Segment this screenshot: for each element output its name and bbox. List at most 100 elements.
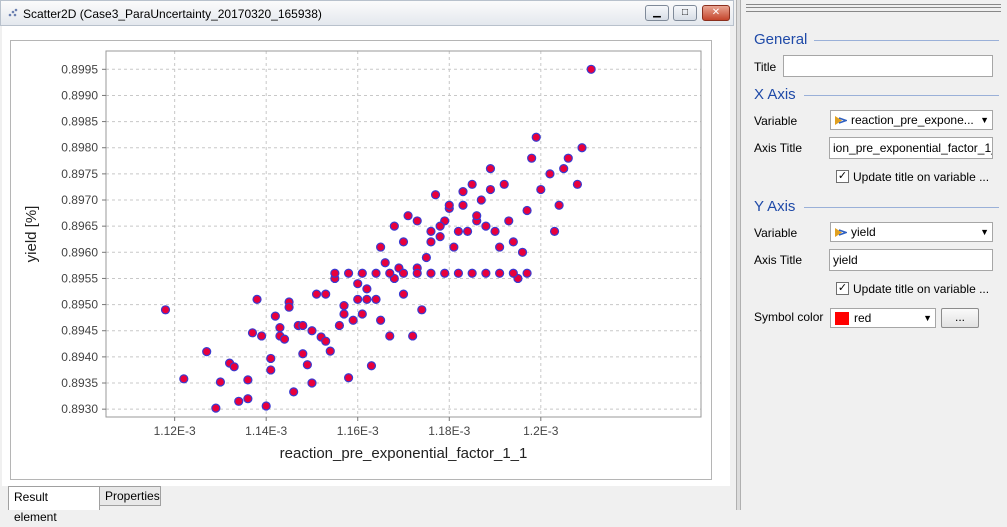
scatter-point <box>266 365 276 375</box>
scatter-point <box>467 179 477 189</box>
section-x-axis-heading: X Axis <box>754 86 796 103</box>
x-tick-label: 1.12E-3 <box>154 424 196 438</box>
x-update-title-checkbox[interactable]: ✓ <box>836 170 849 183</box>
x-tick-label: 1.16E-3 <box>337 424 379 438</box>
scatter-point <box>330 268 340 278</box>
scatter-point <box>380 258 390 268</box>
scatter-point <box>339 309 349 319</box>
window-titlebar[interactable]: Scatter2D (Case3_ParaUncertainty_2017032… <box>0 0 734 26</box>
minimize-button[interactable]: ▁ <box>645 5 669 21</box>
color-picker-button[interactable]: ... <box>941 308 979 328</box>
y-axis-title-input[interactable]: yield <box>829 249 993 271</box>
scatter-point <box>462 226 473 236</box>
scatter-point <box>311 289 322 299</box>
scatter-point <box>279 334 290 344</box>
x-tick-label: 1.18E-3 <box>428 424 470 438</box>
section-divider <box>814 40 999 41</box>
scatter-point <box>307 326 317 336</box>
scatter-point <box>321 336 331 346</box>
scatter-point <box>398 237 409 247</box>
y-update-title-label: Update title on variable ... <box>853 282 990 296</box>
chart-content-area: 0.8930 0.8935 0.8940 0.8945 0.8950 0.8955 0.89… <box>2 26 730 486</box>
scatter-point <box>343 268 354 278</box>
scatter-point <box>517 247 528 257</box>
close-button[interactable]: ✕ <box>702 5 730 21</box>
scatter-point <box>403 211 413 221</box>
y-tick-label: 0.8985 <box>61 115 98 129</box>
scatter-point <box>458 187 468 197</box>
scatter-point <box>357 309 367 319</box>
scatter-point <box>362 294 372 304</box>
scatter-point <box>366 361 377 371</box>
scatter-point <box>522 205 532 216</box>
chevron-down-icon: ▼ <box>980 115 989 125</box>
x-variable-label: Variable <box>754 114 798 128</box>
scatter-point <box>247 328 258 338</box>
section-divider <box>804 95 999 96</box>
scatter-point <box>270 311 280 321</box>
scatter-point <box>376 242 386 252</box>
y-tick-label: 0.8950 <box>61 298 98 312</box>
scatter-point <box>508 268 518 278</box>
scatter-point <box>508 237 518 247</box>
scatter-point <box>476 195 486 205</box>
scatter-point <box>302 360 312 370</box>
scatter-point <box>289 387 299 397</box>
x-tick-label: 1.14E-3 <box>245 424 287 438</box>
scatter-point <box>449 242 459 252</box>
y-axis-title-label: Axis Title <box>754 253 803 267</box>
x-axis-title-label: Axis Title <box>754 141 803 155</box>
scatter-point <box>472 211 482 221</box>
scatter-point <box>481 268 491 278</box>
y-tick-label: 0.8945 <box>61 324 98 338</box>
y-tick-label: 0.8980 <box>61 141 98 155</box>
scatter-point <box>353 279 363 289</box>
scatter-point <box>261 401 271 411</box>
scatter-point <box>522 268 532 278</box>
scatter-point <box>559 164 569 174</box>
scatter-point <box>385 268 395 278</box>
properties-panel: General Title X Axis Variable reaction_p… <box>742 0 1007 510</box>
scatter-point <box>430 190 441 200</box>
scatter-point <box>435 232 445 242</box>
scatter-point <box>453 268 464 278</box>
section-y-axis-heading: Y Axis <box>754 198 796 215</box>
maximize-button[interactable]: □ <box>673 5 697 21</box>
y-tick-label: 0.8930 <box>61 402 98 416</box>
scatter-point <box>389 221 399 231</box>
color-swatch <box>835 312 849 325</box>
scatter-point <box>444 200 454 210</box>
scatter-chart[interactable]: 0.8930 0.8935 0.8940 0.8945 0.8950 0.8955 0.89… <box>11 41 711 479</box>
scatter-point <box>385 331 395 341</box>
y-variable-select[interactable]: yield ▼ <box>830 222 993 242</box>
tab-result-element[interactable]: Result element <box>8 486 100 524</box>
scatter-point <box>398 268 409 278</box>
scatter-point <box>485 184 496 195</box>
scatter-point <box>343 373 354 383</box>
y-update-title-checkbox[interactable]: ✓ <box>836 282 849 295</box>
tab-properties[interactable]: Properties <box>99 486 161 506</box>
panel-grip-handle[interactable] <box>746 4 1001 12</box>
panel-splitter[interactable] <box>736 0 741 510</box>
scatter-point <box>421 252 431 263</box>
y-tick-label: 0.8995 <box>61 62 98 76</box>
y-variable-label: Variable <box>754 226 798 240</box>
scatter-point <box>495 268 505 278</box>
y-tick-label: 0.8955 <box>61 271 98 285</box>
scatter-point <box>435 221 445 231</box>
scatter-point <box>284 302 294 312</box>
scatter-point <box>371 294 381 304</box>
scatter-point <box>426 268 436 278</box>
scatter-point <box>412 216 422 226</box>
chart-title-input[interactable] <box>783 55 993 77</box>
scatter-point <box>490 226 500 236</box>
x-variable-select[interactable]: reaction_pre_expone... ▼ <box>830 110 993 130</box>
scatter-point <box>179 374 189 384</box>
symbol-color-select[interactable]: red ▼ <box>830 308 936 328</box>
scatter-point <box>458 200 468 210</box>
title-label: Title <box>754 60 777 74</box>
scatter-point <box>563 153 573 163</box>
y-axis-label: yield [%] <box>23 206 40 263</box>
x-axis-title-input[interactable]: ion_pre_exponential_factor_1_ <box>829 137 993 159</box>
scatter-point <box>499 179 509 189</box>
